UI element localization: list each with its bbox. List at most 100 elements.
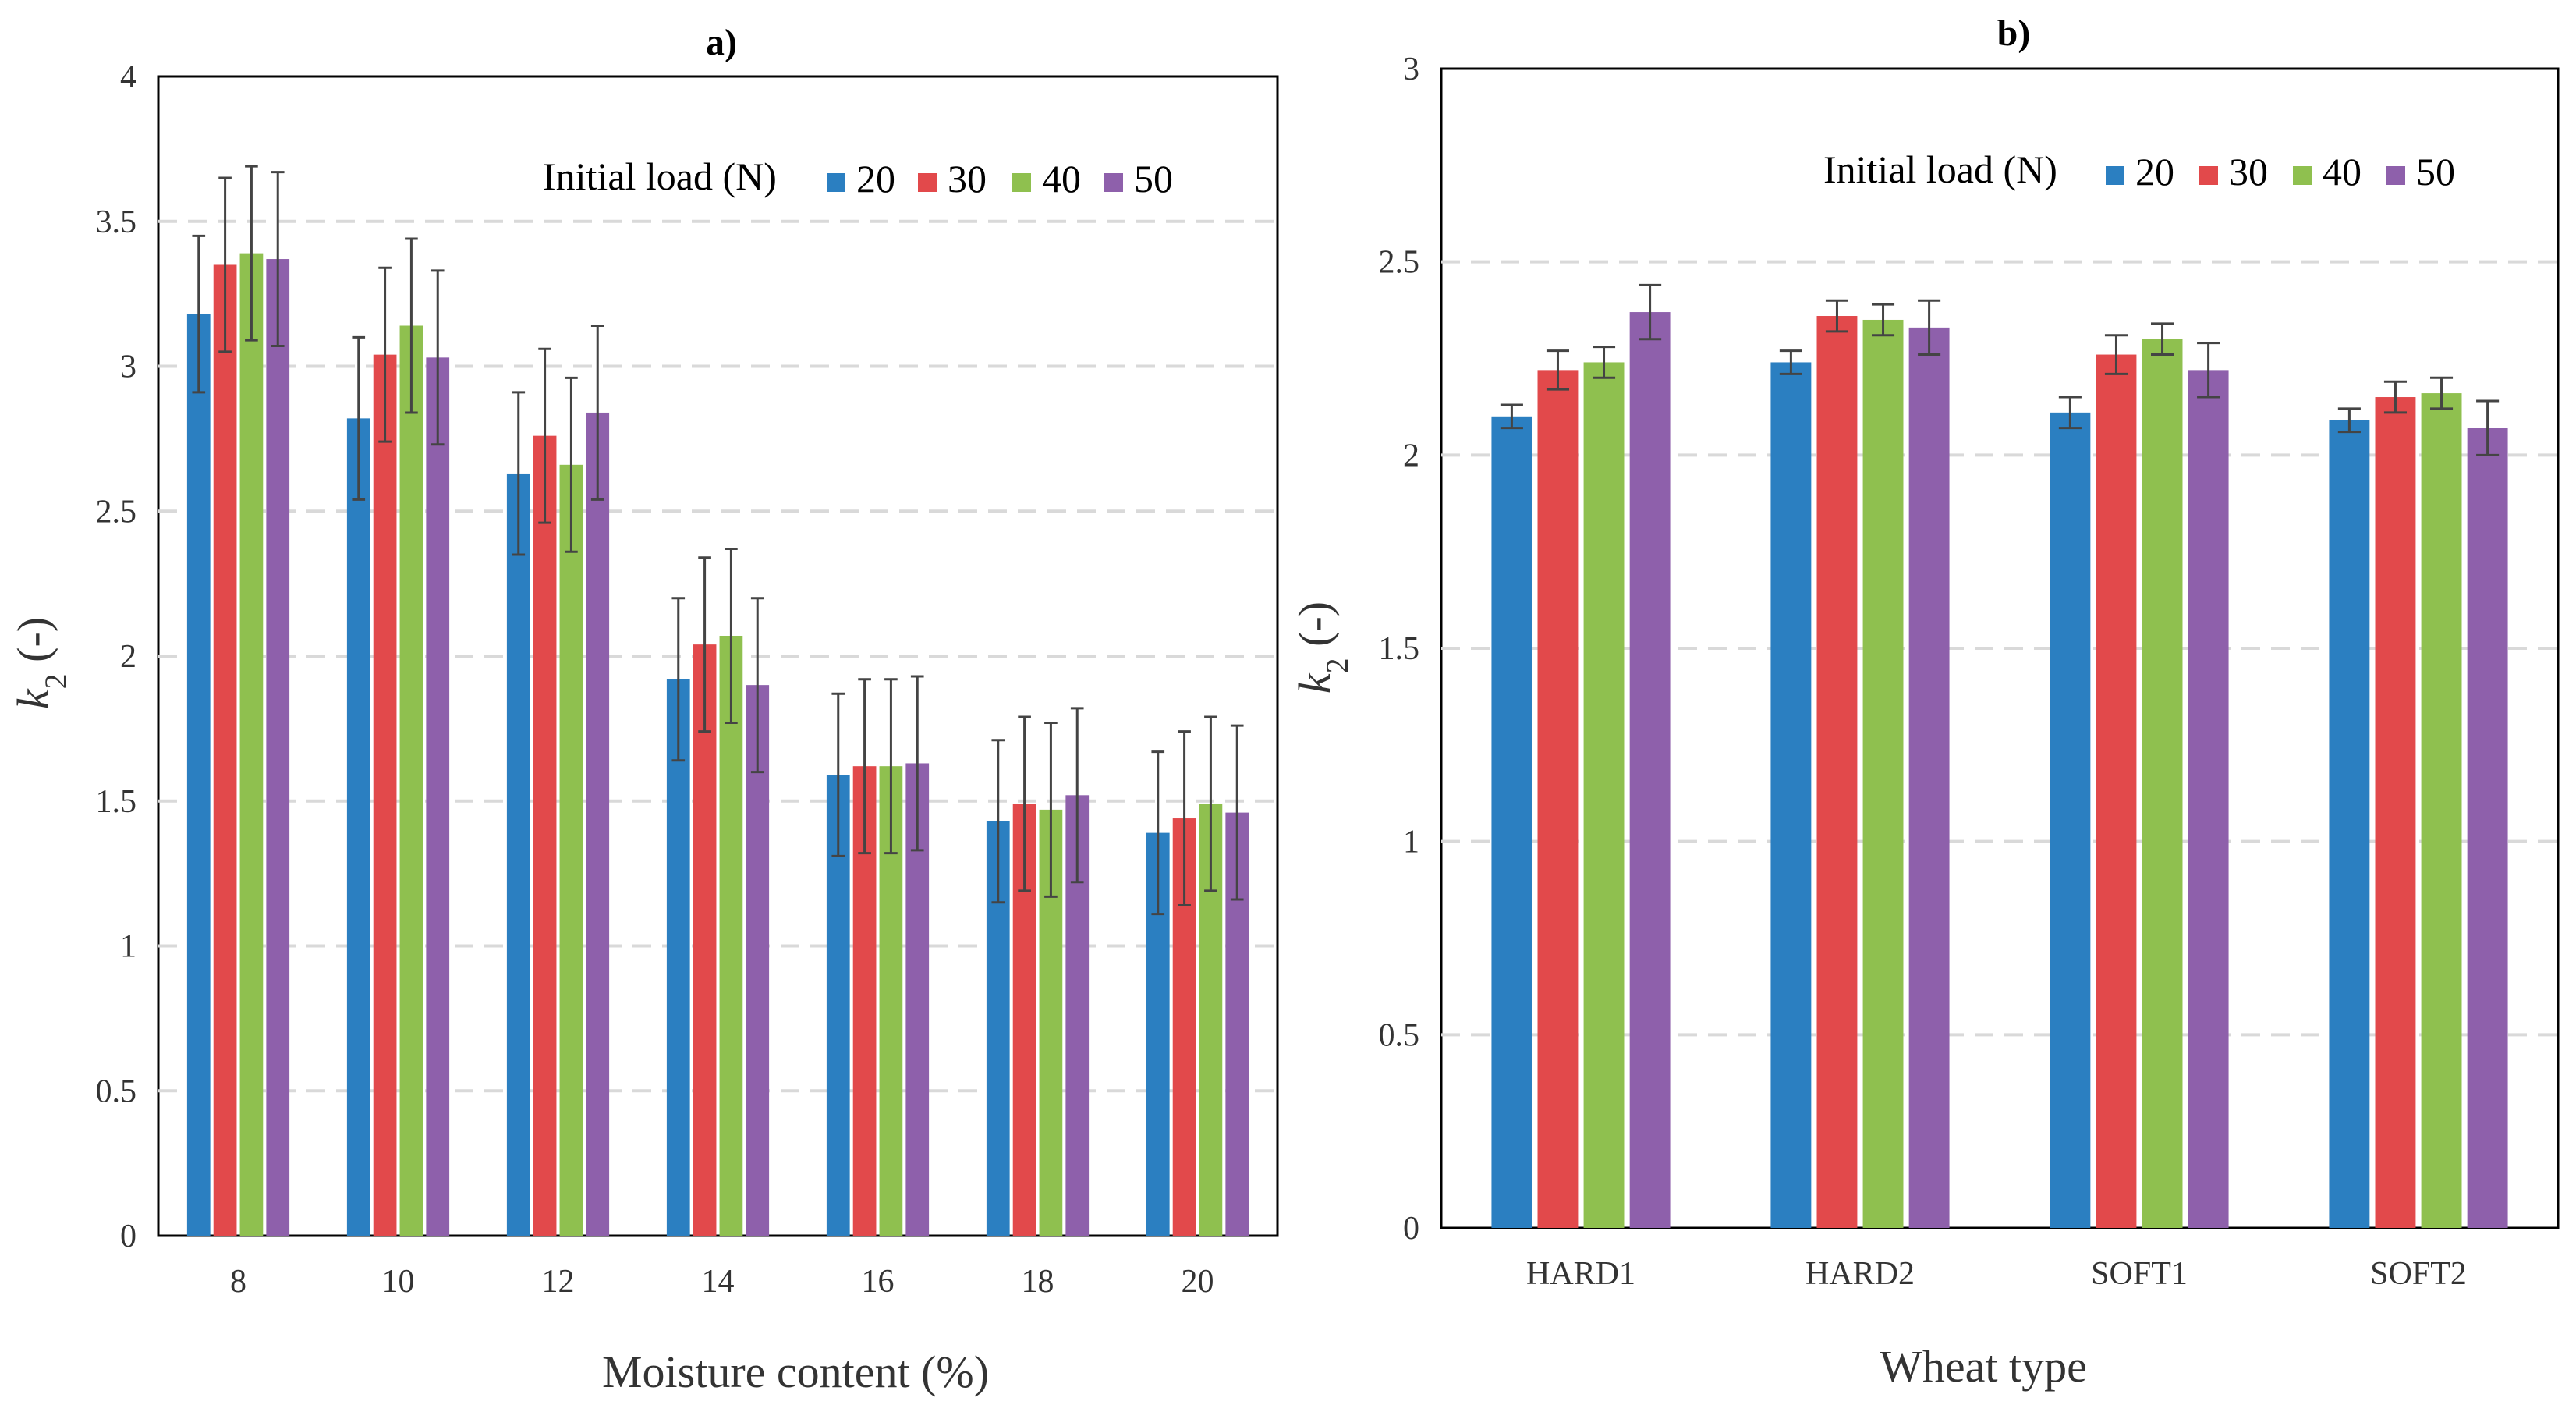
x-tick-label: 20 (1182, 1264, 1214, 1300)
bar (2188, 370, 2229, 1228)
error-bar (431, 269, 445, 446)
panel-b-bars (1491, 312, 2508, 1229)
y-tick-label: 1 (1403, 825, 1419, 860)
panel-b-title: b) (1997, 12, 2031, 54)
error-bar (1593, 346, 1616, 379)
x-tick-label: HARD1 (1526, 1256, 1635, 1292)
error-bar (991, 739, 1005, 904)
x-tick-label: 12 (542, 1264, 575, 1300)
y-tick-label: 0.5 (1379, 1017, 1420, 1053)
error-bar (1872, 303, 1895, 337)
bar (693, 644, 717, 1236)
bar (2421, 393, 2462, 1229)
error-bar (1070, 707, 1084, 884)
legend-label: 40 (1042, 157, 1081, 200)
bar (586, 412, 610, 1236)
panel-b-x-axis-label: Wheat type (1880, 1341, 2087, 1392)
legend-swatch (2199, 166, 2218, 185)
error-bar (831, 692, 845, 857)
legend-label: 50 (2416, 150, 2455, 193)
error-bar (725, 548, 738, 724)
error-bar (2104, 334, 2128, 375)
x-tick-label: 18 (1022, 1264, 1054, 1300)
y-tick-label: 2 (1403, 438, 1419, 474)
x-tick-label: SOFT2 (2370, 1256, 2467, 1292)
error-bar (671, 597, 686, 762)
error-bar (1639, 283, 1662, 341)
error-bar (405, 237, 418, 414)
error-bar (910, 675, 924, 852)
panel-a-x-axis-label: Moisture content (%) (602, 1346, 989, 1397)
panel-a-y-ticks: 0 0.5 1 1.5 2 2.5 3 3.5 4 (96, 59, 137, 1254)
y-tick-label: 3 (1403, 51, 1419, 87)
y-tick-label: 2.5 (1379, 245, 1420, 281)
bar (2142, 339, 2183, 1228)
error-bar (1918, 299, 1941, 357)
bar (719, 635, 743, 1236)
bar (533, 435, 557, 1236)
error-bar (1204, 715, 1217, 892)
error-bar (1546, 349, 1569, 391)
error-bar (2337, 407, 2361, 434)
legend-label: 30 (2229, 150, 2268, 193)
bar (2375, 397, 2416, 1228)
legend-swatch (918, 173, 937, 192)
error-bar (2197, 342, 2220, 399)
x-tick-label: 14 (702, 1264, 735, 1300)
x-tick-label: 16 (862, 1264, 895, 1300)
bar (186, 314, 211, 1236)
error-bar (245, 165, 258, 342)
panel-a-chart: a) 0 0.5 1 1.5 2 2.5 3 3.5 4 8 10 12 14 16 18 20 Moist… (8, 22, 1279, 1397)
y-tick-label: 0 (1403, 1211, 1419, 1247)
error-bar (218, 176, 232, 353)
panel-a-gridlines (158, 219, 1277, 1093)
error-bar (271, 171, 285, 347)
panel-b-legend-title: Initial load (N) (1823, 147, 2057, 191)
legend-label: 30 (948, 157, 987, 200)
panel-a-error-bars (192, 165, 1244, 916)
panel-a-bars (186, 253, 1249, 1236)
y-tick-label: 1.5 (1379, 631, 1420, 667)
error-bar (2430, 376, 2454, 410)
y-tick-label: 0.5 (96, 1073, 137, 1109)
error-bar (1044, 721, 1058, 898)
error-bar (2058, 396, 2082, 430)
legend-swatch (1104, 173, 1123, 192)
bar (2050, 412, 2091, 1228)
y-tick-label: 0 (120, 1219, 136, 1254)
bar (239, 253, 264, 1236)
legend-swatch (827, 173, 845, 192)
legend-swatch (2106, 166, 2124, 185)
error-bar (590, 324, 604, 501)
panel-a-y-axis-label: k2 (-) (8, 617, 73, 709)
error-bar (1018, 715, 1031, 892)
legend-swatch (2386, 166, 2405, 185)
y-tick-label: 2.5 (96, 494, 137, 530)
panel-a-legend: Initial load (N) 20 30 40 50 (543, 154, 1173, 200)
bar (2096, 354, 2137, 1229)
error-bar (378, 266, 392, 443)
error-bar (1151, 750, 1165, 916)
x-tick-label: SOFT1 (2091, 1256, 2188, 1292)
legend-label: 40 (2323, 150, 2362, 193)
error-bar (1178, 730, 1191, 906)
error-bar (1825, 299, 1848, 333)
x-tick-label: 10 (382, 1264, 415, 1300)
bar (373, 354, 397, 1236)
panel-b-error-bars (1500, 283, 2500, 456)
panel-b-x-ticks: HARD1 HARD2 SOFT1 SOFT2 (1526, 1256, 2467, 1292)
error-bar (1500, 403, 1523, 430)
bar (1583, 362, 1625, 1228)
error-bar (1779, 349, 1802, 375)
bar (559, 464, 583, 1236)
panel-a-legend-title: Initial load (N) (543, 154, 777, 198)
error-bar (565, 376, 578, 553)
y-tick-label: 1.5 (96, 784, 137, 820)
error-bar (698, 556, 711, 733)
panel-b-y-axis-label: k2 (-) (1289, 601, 1355, 694)
error-bar (2476, 399, 2500, 456)
error-bar (750, 597, 764, 774)
error-bar (858, 678, 871, 855)
bar (746, 685, 770, 1236)
